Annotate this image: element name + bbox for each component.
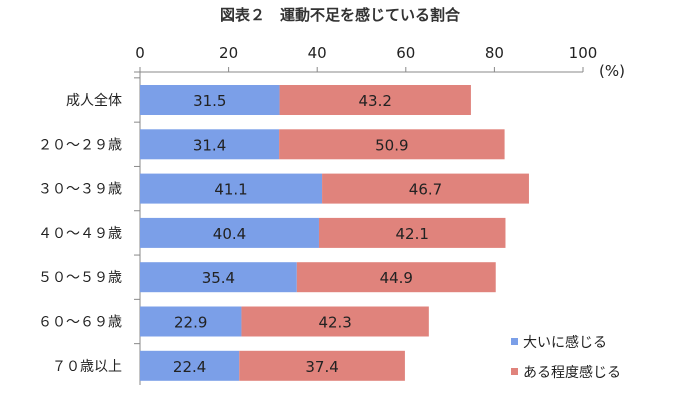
bar-segment	[140, 350, 240, 381]
x-tick-label: 40	[308, 44, 327, 62]
x-axis: 0 20 40 60 80 100	[134, 44, 597, 385]
data-label: 31.4	[193, 136, 226, 154]
bar-segment	[140, 217, 319, 248]
x-tick-label: 100	[569, 44, 598, 62]
x-tick-label: 20	[219, 44, 238, 62]
category-label: ３０～３９歳	[38, 182, 122, 198]
legend-swatch	[511, 368, 518, 375]
data-label: 50.9	[375, 136, 408, 154]
data-label: 37.4	[305, 358, 338, 376]
x-tick-label: 60	[396, 44, 415, 62]
legend-label: 大いに感じる	[523, 334, 607, 351]
data-label: 22.9	[174, 314, 207, 332]
data-label: 46.7	[409, 181, 442, 199]
category-label: ５０～５９歳	[38, 270, 122, 286]
data-label: 31.5	[193, 92, 226, 110]
bars: 成人全体 31.5 43.2 ２０～２９歳 31.4 50.9 ３０～３９歳 41.1 46.7…	[38, 77, 529, 381]
data-label: 42.1	[396, 225, 429, 243]
bar-segment	[241, 306, 429, 337]
bar-segment	[140, 262, 297, 293]
bar-segment	[322, 173, 529, 204]
x-tick-label: 80	[485, 44, 504, 62]
x-tick-label: 0	[135, 44, 145, 62]
category-label: ２０～２９歳	[38, 137, 122, 153]
data-label: 43.2	[359, 92, 392, 110]
data-label: 42.3	[318, 314, 351, 332]
legend-swatch	[511, 338, 518, 345]
data-label: 35.4	[202, 269, 235, 287]
bar-segment	[140, 306, 242, 337]
bar-segment	[296, 262, 496, 293]
unit-label: (%)	[599, 62, 625, 80]
data-label: 41.1	[214, 181, 247, 199]
bar-segment	[140, 85, 280, 115]
bar-segment	[279, 129, 505, 160]
bar-segment	[318, 217, 506, 248]
bar-segment	[279, 85, 471, 115]
chart-title: 図表２ 運動不足を感じている割合	[220, 6, 461, 24]
bar-segment	[140, 173, 323, 204]
legend-label: ある程度感じる	[523, 364, 621, 381]
category-label: 成人全体	[66, 92, 122, 109]
category-label: ７０歳以上	[52, 359, 122, 375]
category-label: ６０～６９歳	[38, 315, 122, 331]
data-label: 22.4	[173, 358, 206, 376]
bar-segment	[239, 350, 405, 381]
bar-segment	[140, 129, 280, 160]
data-label: 44.9	[380, 269, 413, 287]
data-label: 40.4	[213, 225, 246, 243]
category-label: ４０～４９歳	[38, 226, 122, 242]
